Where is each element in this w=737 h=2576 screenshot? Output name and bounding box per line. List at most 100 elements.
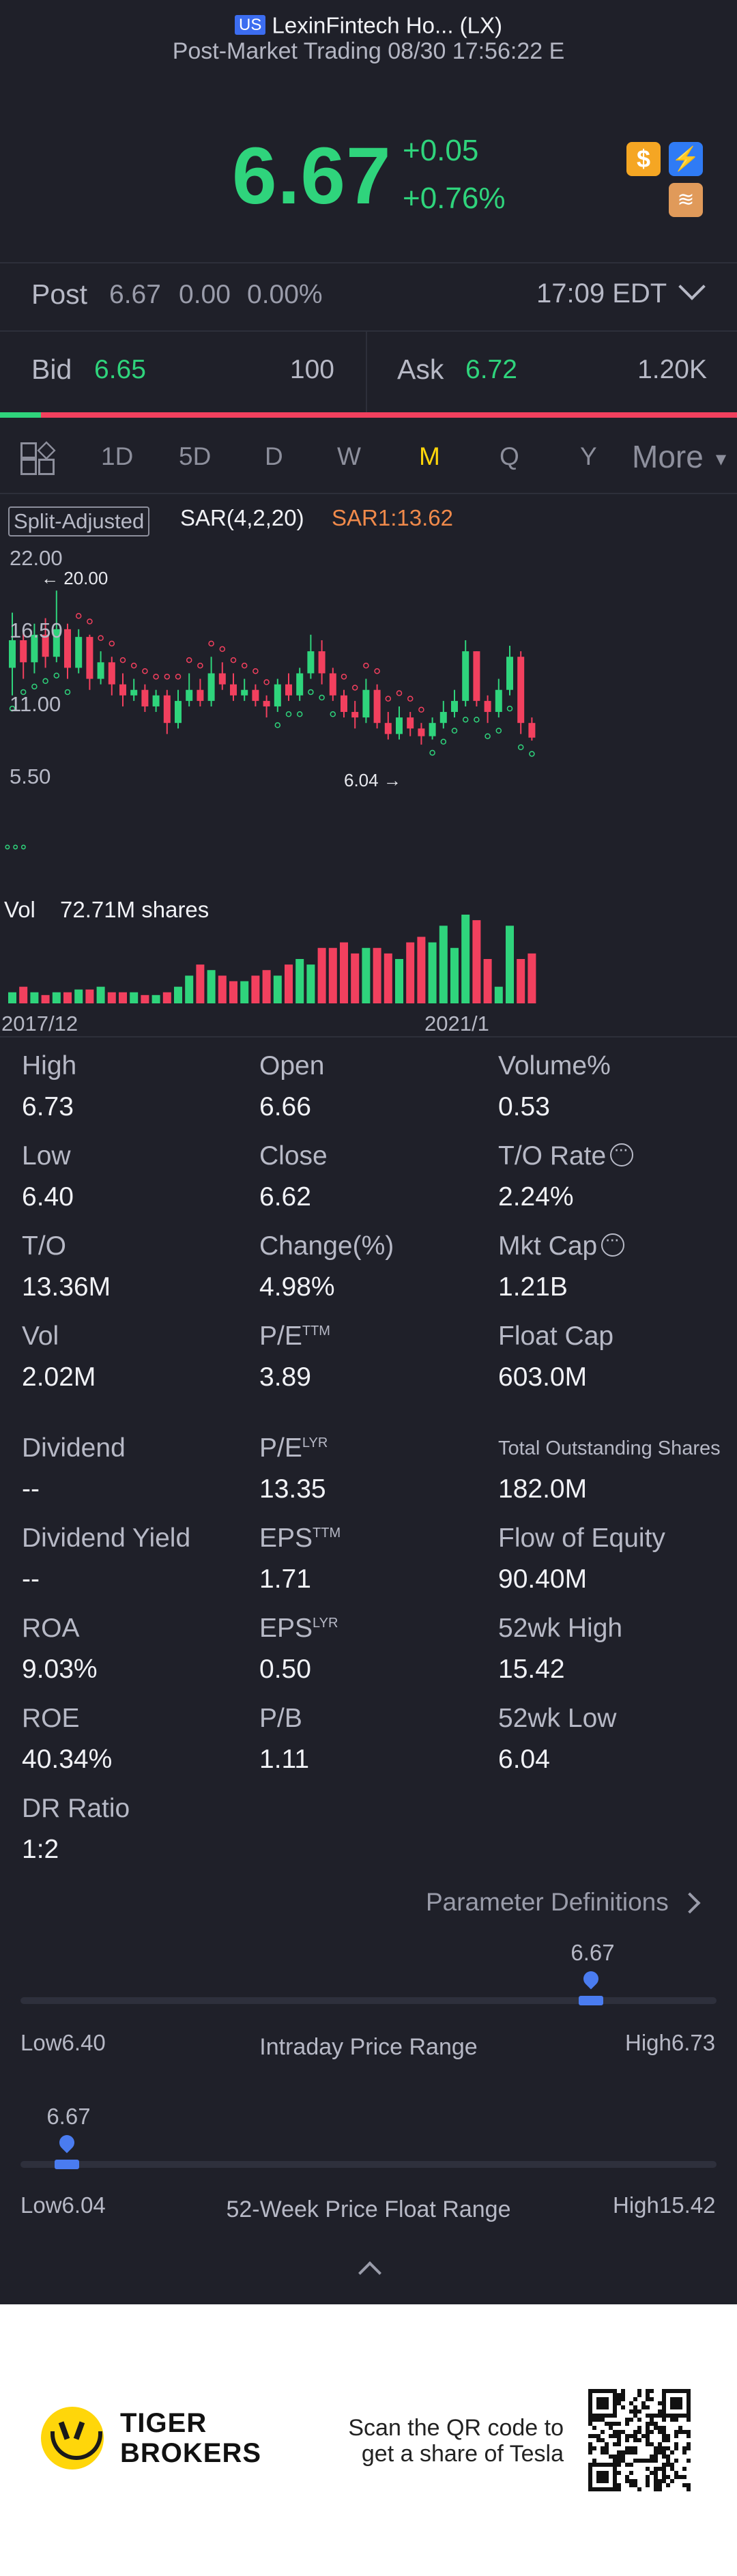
qr-module — [646, 2405, 650, 2409]
price-chart[interactable] — [0, 539, 737, 1044]
qr-module — [662, 2401, 666, 2405]
chevron-right-icon — [679, 1892, 701, 1914]
stat-label-text: Low — [22, 1141, 71, 1171]
sar-dot — [109, 640, 115, 647]
dollar-icon[interactable]: $ — [626, 142, 661, 176]
split-adjusted-badge[interactable]: Split-Adjusted — [8, 506, 150, 536]
qr-module — [592, 2389, 596, 2393]
info-icon[interactable] — [601, 1229, 625, 1257]
qr-module — [670, 2479, 674, 2483]
qr-module — [633, 2430, 637, 2434]
volume-bar — [328, 947, 337, 1003]
chevron-down-icon[interactable] — [678, 273, 706, 300]
market-badge: US — [235, 15, 266, 35]
volume-label: Vol — [4, 897, 35, 922]
layers-icon[interactable]: ≋ — [669, 183, 703, 217]
qr-module — [609, 2422, 613, 2426]
qr-module — [687, 2401, 691, 2405]
tab-5d[interactable]: 5D — [179, 442, 212, 470]
tick-11: 11.00 — [10, 692, 61, 716]
sar-dot — [142, 668, 148, 674]
qr-module — [613, 2459, 617, 2463]
tab-1d[interactable]: 1D — [101, 442, 134, 470]
volume-bar — [306, 964, 315, 1003]
qr-module — [658, 2450, 662, 2455]
post-price: 6.67 — [109, 280, 161, 309]
qr-module — [633, 2446, 637, 2450]
volume-bar — [428, 942, 437, 1003]
sar-indicator-label[interactable]: SAR(4,2,20) — [180, 505, 304, 530]
candle-body — [351, 712, 359, 718]
stat-label: P/ETTM — [259, 1321, 330, 1351]
qr-module — [629, 2446, 633, 2450]
qr-module — [687, 2418, 691, 2422]
qr-module — [621, 2459, 625, 2463]
qr-module — [613, 2430, 617, 2434]
stat-value: 6.40 — [22, 1182, 74, 1212]
post-market-row[interactable]: Post 6.67 0.00 0.00% 17:09 EDT — [0, 263, 737, 330]
qr-module — [605, 2401, 609, 2405]
sar-dot — [130, 662, 137, 669]
grid-layout-icon[interactable] — [20, 441, 56, 475]
qr-module — [596, 2479, 601, 2483]
qr-module — [592, 2414, 596, 2418]
intraday-marker — [579, 1996, 604, 2005]
tab-m[interactable]: M — [419, 442, 440, 470]
sar-dot — [31, 683, 38, 690]
qr-module — [588, 2463, 592, 2467]
qr-module — [678, 2430, 682, 2434]
qr-module — [605, 2463, 609, 2467]
header: US LexinFintech Ho... (LX) Post-Market T… — [0, 0, 737, 75]
qr-module — [674, 2414, 678, 2418]
sar-dot — [230, 657, 237, 663]
stat-label: Low — [22, 1141, 71, 1171]
qr-module — [605, 2405, 609, 2409]
qr-module — [588, 2393, 592, 2397]
lightning-icon[interactable]: ⚡ — [669, 142, 703, 176]
stat-value: 1.21B — [498, 1272, 568, 1302]
stat-label: Volume% — [498, 1051, 611, 1081]
stat-label: Vol — [22, 1321, 59, 1351]
stats-grid: High 6.73 Open 6.66 Volume% 0.53 Low 6.40 Close 6… — [0, 1051, 737, 1884]
bid-size: 100 — [289, 355, 334, 384]
parameter-definitions-link[interactable]: Parameter Definitions — [426, 1888, 701, 1917]
tab-more[interactable]: More ▼ — [632, 438, 729, 475]
qr-module — [588, 2414, 592, 2418]
candle-body — [451, 700, 458, 713]
qr-module — [596, 2471, 601, 2475]
qr-module — [674, 2430, 678, 2434]
stock-title-row[interactable]: US LexinFintech Ho... (LX) — [0, 11, 737, 38]
volume-bar — [63, 992, 72, 1003]
brand-line1: TIGER — [120, 2408, 207, 2438]
stat-label-text: T/O — [22, 1231, 66, 1261]
stat-label: P/ELYR — [259, 1433, 328, 1463]
candle-body — [175, 700, 182, 724]
qr-module — [617, 2438, 621, 2442]
qr-module — [617, 2401, 621, 2405]
sar-dot — [208, 640, 214, 647]
qr-module — [687, 2446, 691, 2450]
qr-module — [588, 2479, 592, 2483]
stat-label: T/O Rate — [498, 1139, 634, 1171]
tab-q[interactable]: Q — [500, 442, 519, 470]
stat-label-text: P/E — [259, 1433, 302, 1463]
tab-w[interactable]: W — [337, 442, 361, 470]
stat-value: 40.34% — [22, 1745, 113, 1774]
tab-y[interactable]: Y — [580, 442, 597, 470]
qr-module — [605, 2471, 609, 2475]
qr-module — [629, 2479, 633, 2483]
stat-label: Dividend — [22, 1433, 126, 1463]
qr-module — [621, 2450, 625, 2455]
candle-body — [230, 684, 237, 696]
candle-body — [130, 689, 138, 696]
qr-code-icon[interactable] — [588, 2389, 691, 2491]
volume-bar — [196, 964, 205, 1003]
tab-d[interactable]: D — [265, 442, 283, 470]
qr-module — [654, 2475, 658, 2479]
candle-body — [31, 634, 38, 663]
sar-dot — [75, 613, 82, 619]
candle-body — [241, 689, 248, 696]
info-icon[interactable] — [610, 1139, 634, 1167]
qr-module — [588, 2389, 592, 2393]
collapse-chevron-icon[interactable] — [358, 2261, 381, 2285]
